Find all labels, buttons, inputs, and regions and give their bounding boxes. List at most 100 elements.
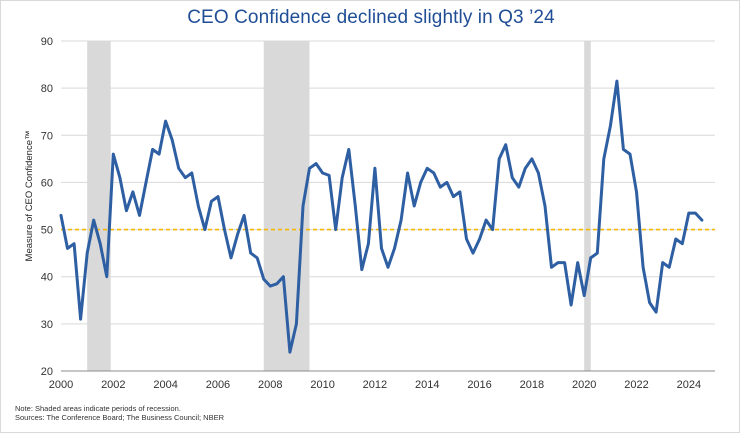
data-point	[197, 204, 200, 208]
y-tick-label: 30	[41, 319, 53, 331]
data-point	[327, 174, 331, 177]
x-tick-label: 2016	[467, 379, 491, 391]
x-tick-label: 2024	[677, 379, 701, 391]
recession-band	[584, 41, 591, 371]
data-point	[341, 176, 344, 179]
data-point	[484, 218, 488, 222]
data-point	[288, 350, 292, 354]
data-point	[628, 152, 632, 156]
data-point	[609, 124, 612, 128]
data-point	[543, 204, 547, 208]
data-point	[112, 152, 115, 156]
data-point	[256, 256, 259, 260]
data-point	[511, 176, 514, 179]
data-point	[92, 218, 95, 222]
data-point	[452, 195, 455, 198]
data-point	[700, 218, 704, 222]
data-point	[386, 266, 390, 269]
data-point	[282, 275, 285, 278]
data-point	[210, 200, 213, 203]
x-tick-label: 2002	[101, 379, 125, 391]
y-tick-label: 70	[41, 130, 53, 142]
x-tick-label: 2004	[153, 379, 177, 391]
data-point	[635, 190, 638, 194]
data-point	[576, 261, 579, 264]
data-point	[354, 204, 357, 208]
data-point	[687, 211, 691, 215]
chart-title: CEO Confidence declined slightly in Q3 ’…	[187, 7, 555, 28]
x-tick-label: 2008	[258, 379, 282, 391]
data-point	[99, 242, 102, 245]
data-point	[301, 204, 305, 208]
series-line	[59, 79, 704, 354]
data-point	[138, 214, 141, 217]
data-point	[615, 79, 619, 83]
data-point	[79, 317, 82, 321]
data-point	[491, 228, 494, 231]
data-point	[602, 157, 606, 161]
data-point	[563, 261, 566, 264]
data-point	[537, 171, 540, 175]
x-tick-label: 2018	[520, 379, 544, 391]
data-point	[399, 218, 403, 222]
data-point	[151, 148, 154, 151]
x-tick-label: 2014	[415, 379, 439, 391]
data-point	[445, 181, 449, 184]
data-point	[465, 237, 468, 241]
notes: Note: Shaded areas indicate periods of r…	[15, 404, 224, 422]
data-point	[85, 251, 89, 255]
y-axis-label: Measure of CEO Confidence™	[24, 131, 35, 262]
x-tick-labels: 2000 2002 2004 2006 2008 2010 2012 2014 2016 2018…	[49, 379, 701, 391]
data-point	[668, 266, 671, 269]
data-point	[170, 138, 174, 142]
data-point	[125, 209, 128, 212]
data-point	[569, 303, 573, 307]
series-group	[59, 79, 704, 354]
data-point	[583, 294, 586, 297]
note-recession: Note: Shaded areas indicate periods of r…	[15, 404, 181, 413]
data-point	[458, 190, 462, 194]
x-tick-label: 2022	[624, 379, 648, 391]
x-tick-label: 2010	[310, 379, 334, 391]
data-point	[347, 148, 350, 151]
y-tick-label: 40	[41, 272, 53, 284]
data-point	[412, 204, 416, 208]
data-point	[66, 247, 69, 250]
data-point	[321, 171, 324, 175]
data-point	[432, 171, 435, 175]
data-point	[373, 167, 377, 170]
data-point	[439, 185, 442, 189]
data-point	[426, 167, 429, 170]
data-point	[131, 190, 135, 194]
y-tick-label: 60	[41, 177, 53, 189]
data-point	[164, 119, 167, 123]
note-sources: Sources: The Conference Board; The Busin…	[15, 413, 224, 422]
data-point	[654, 310, 658, 314]
recession-band	[87, 41, 111, 371]
data-point	[59, 214, 63, 217]
data-point	[262, 277, 265, 281]
data-point	[419, 181, 422, 184]
x-tick-label: 2012	[363, 379, 387, 391]
data-point	[203, 228, 207, 231]
data-point	[648, 301, 651, 304]
data-point	[406, 171, 409, 175]
data-point	[661, 261, 664, 264]
data-point	[242, 214, 246, 217]
data-point	[504, 143, 507, 146]
data-point	[497, 157, 501, 161]
data-point	[360, 268, 364, 271]
data-point	[216, 195, 220, 198]
y-tick-label: 20	[41, 366, 53, 378]
data-point	[380, 247, 383, 250]
data-point	[471, 251, 475, 255]
data-point	[275, 282, 279, 285]
data-point	[157, 152, 161, 156]
data-point	[144, 181, 148, 184]
data-point	[596, 251, 599, 255]
data-point	[308, 167, 311, 170]
data-point	[105, 275, 108, 278]
data-point	[118, 176, 122, 179]
data-point	[236, 233, 239, 236]
